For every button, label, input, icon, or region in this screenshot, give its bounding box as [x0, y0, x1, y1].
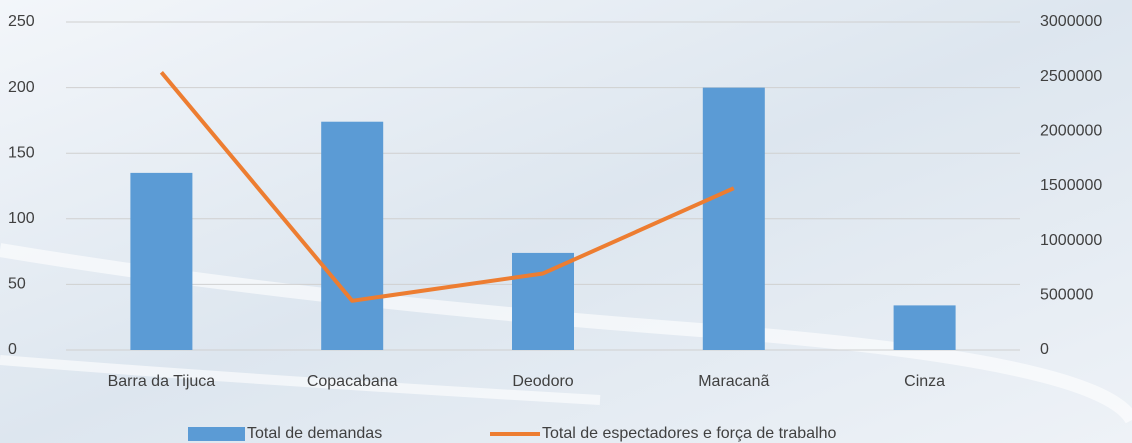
bar: [130, 173, 192, 350]
y2-tick-label: 500000: [1040, 287, 1093, 304]
y-tick-label: 200: [8, 79, 35, 96]
x-tick-label: Maracanã: [698, 373, 769, 390]
legend-swatch: [188, 427, 245, 441]
y-tick-label: 250: [8, 13, 35, 30]
y2-tick-label: 1000000: [1040, 232, 1102, 249]
bar: [894, 305, 956, 350]
y-tick-label: 50: [8, 276, 26, 293]
y2-tick-label: 1500000: [1040, 177, 1102, 194]
y-tick-label: 150: [8, 144, 35, 161]
x-tick-label: Copacabana: [307, 373, 398, 390]
x-tick-label: Deodoro: [512, 373, 573, 390]
x-tick-label: Cinza: [904, 373, 945, 390]
bar: [703, 88, 765, 350]
y-tick-label: 0: [8, 341, 17, 358]
chart: 0 50 100 150 200 250 0 500000 1000000 1500000 2000…: [0, 0, 1132, 443]
y2-tick-label: 2000000: [1040, 123, 1102, 140]
y2-tick-label: 0: [1040, 341, 1049, 358]
legend-label: Total de demandas: [247, 425, 382, 442]
bar: [321, 122, 383, 350]
y2-tick-label: 3000000: [1040, 13, 1102, 30]
bar: [512, 253, 574, 350]
y-tick-label: 100: [8, 210, 35, 227]
legend-label: Total de espectadores e força de trabalh…: [542, 425, 837, 442]
x-tick-label: Barra da Tijuca: [108, 373, 216, 390]
y2-tick-label: 2500000: [1040, 68, 1102, 85]
